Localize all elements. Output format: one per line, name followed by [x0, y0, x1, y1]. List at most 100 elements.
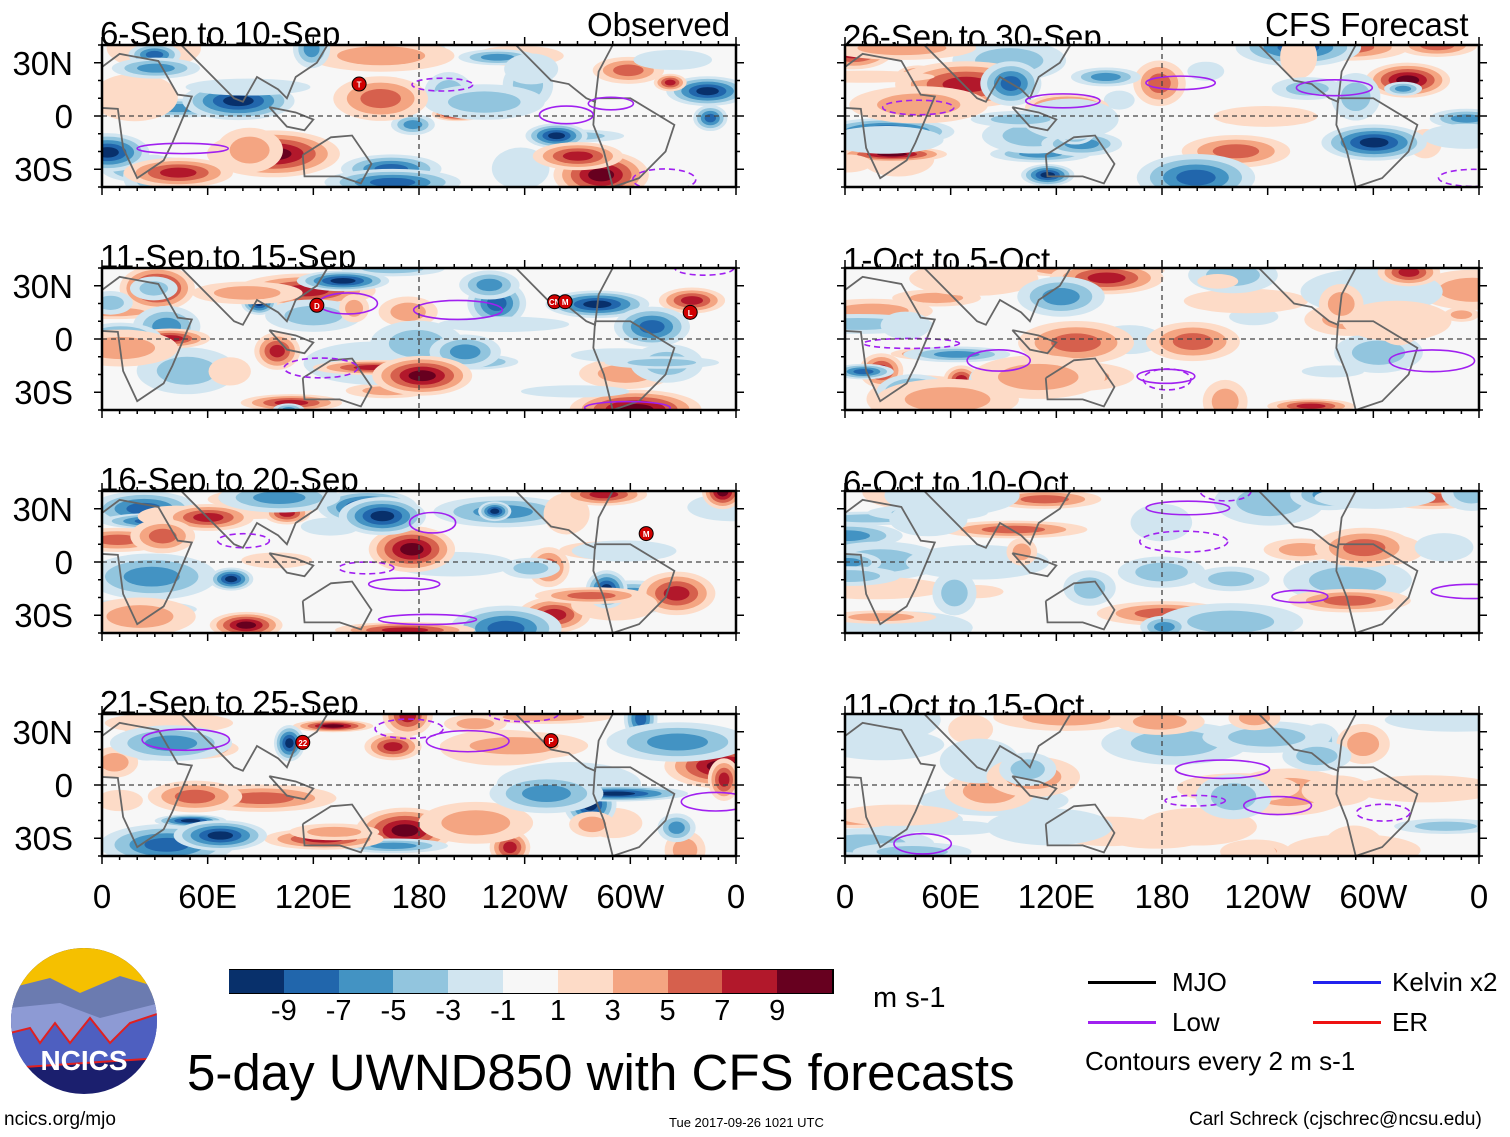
wind-anomaly-shade	[102, 73, 178, 122]
coastline	[180, 268, 329, 326]
wind-anomaly-shade	[672, 838, 698, 856]
wind-anomaly-shade	[1280, 45, 1318, 79]
wind-anomaly-shade	[941, 579, 968, 607]
wind-anomaly-shade	[1208, 571, 1255, 587]
wind-anomaly-shade	[933, 350, 980, 358]
wind-anomaly-shade	[613, 64, 644, 77]
wind-anomaly-shade	[322, 724, 345, 728]
coastline	[1258, 491, 1357, 550]
wind-anomaly-shade	[1183, 288, 1309, 314]
wind-anomaly-shade	[361, 268, 425, 274]
low-contour	[1295, 78, 1374, 97]
wind-anomaly-shade	[1211, 388, 1239, 410]
wind-anomaly-shade	[704, 113, 717, 123]
observed-map-panel: M	[94, 483, 744, 641]
wind-anomaly-shade	[635, 714, 647, 727]
low-contour	[587, 96, 635, 111]
x-tick-label: 120E	[274, 878, 352, 915]
wind-anomaly-shade	[1314, 491, 1436, 509]
legend-line-er	[1313, 1021, 1381, 1024]
low-contour	[680, 791, 736, 812]
wind-anomaly-shade	[1228, 727, 1306, 747]
tropical-cyclone-icon[interactable]: D	[309, 297, 325, 313]
wind-anomaly-shade	[476, 278, 503, 292]
wind-anomaly-shade	[390, 302, 426, 322]
wind-anomaly-shade	[403, 120, 423, 130]
wind-anomaly-shade	[664, 79, 676, 86]
wind-anomaly-shade	[370, 510, 395, 522]
wind-anomaly-shade	[213, 286, 281, 300]
y-tick-label: 30N	[12, 491, 73, 528]
wind-anomaly-shade	[696, 87, 719, 96]
coastline	[923, 45, 1072, 103]
coastline	[1011, 552, 1058, 578]
x-tick-label: 120E	[1017, 878, 1095, 915]
tropical-cyclone-icon[interactable]: P	[543, 733, 559, 749]
forecast-map-panel	[837, 706, 1487, 864]
wind-anomaly-shade	[1172, 333, 1214, 350]
x-tick-label: 0	[92, 878, 112, 915]
legend-label-low: Low	[1172, 1007, 1220, 1037]
wind-anomaly-shade	[717, 491, 729, 497]
tropical-cyclone-icon[interactable]: M	[638, 526, 654, 542]
tropical-cyclone-icon[interactable]: L	[682, 304, 698, 320]
wind-anomaly-shade	[1187, 610, 1275, 633]
low-contour	[1145, 75, 1217, 91]
svg-text:P: P	[548, 737, 554, 746]
colorbar-swatch	[229, 970, 285, 993]
wind-anomaly-shade	[1341, 300, 1452, 342]
colorbar-swatch	[777, 970, 833, 993]
wind-anomaly-shade	[548, 132, 566, 140]
colorbar-swatch	[667, 970, 724, 993]
observed-header: Observed	[587, 6, 731, 43]
wind-anomaly-shade	[236, 621, 257, 629]
forecast-map-panel	[837, 37, 1487, 195]
low-contour	[377, 613, 478, 626]
coastline	[268, 329, 315, 355]
colorbar-label: -3	[435, 995, 462, 1027]
coastline	[1044, 803, 1116, 854]
svg-text:L: L	[688, 309, 693, 318]
coastline	[102, 498, 194, 626]
wind-anomaly-shade	[1323, 595, 1376, 606]
wind-anomaly-shade	[578, 816, 607, 833]
svg-text:NCICS: NCICS	[40, 1045, 127, 1076]
footer-author[interactable]: Carl Schreck (cjschrec@ncsu.edu)	[1189, 1109, 1482, 1130]
coastline	[1011, 106, 1058, 132]
wind-anomaly-shade	[848, 613, 915, 622]
legend-line-kelvin	[1313, 981, 1381, 984]
coastline	[515, 714, 614, 773]
y-tick-label: 30N	[12, 268, 73, 305]
footer-url[interactable]: ncics.org/mjo	[4, 1109, 116, 1130]
wind-anomaly-shade	[156, 356, 218, 385]
wind-anomaly-shade	[145, 50, 164, 59]
coastline	[845, 498, 937, 626]
coastline	[592, 97, 676, 187]
wind-anomaly-shade	[668, 821, 685, 834]
wind-anomaly-shade	[123, 566, 180, 587]
wind-anomaly-shade	[383, 742, 403, 752]
wind-anomaly-shade	[1296, 746, 1338, 766]
coastline	[102, 275, 194, 403]
ncics-logo: NCICS	[11, 948, 157, 1094]
low-contour	[408, 511, 457, 534]
wind-anomaly-shade	[680, 296, 703, 305]
colorbar-swatch	[612, 970, 669, 993]
low-contour	[1164, 794, 1227, 807]
wind-anomaly-shade	[1384, 714, 1479, 732]
wind-anomaly-shade	[1422, 123, 1479, 149]
y-tick-label: 30S	[14, 151, 73, 188]
wind-anomaly-shade	[1347, 731, 1380, 757]
coastline	[515, 45, 614, 104]
wind-anomaly-shade	[845, 570, 881, 582]
wind-anomaly-shade	[230, 792, 294, 805]
coastline	[592, 766, 676, 856]
wind-anomaly-shade	[337, 46, 426, 66]
wind-anomaly-shade	[520, 385, 630, 398]
wind-anomaly-shade	[102, 336, 156, 360]
tropical-cyclone-icon[interactable]: 22	[295, 734, 311, 750]
wind-anomaly-shade	[487, 620, 525, 633]
wind-anomaly-shade	[1340, 82, 1371, 112]
tropical-cyclone-icon[interactable]: M	[557, 294, 573, 310]
tropical-cyclone-icon[interactable]: T	[351, 76, 367, 92]
